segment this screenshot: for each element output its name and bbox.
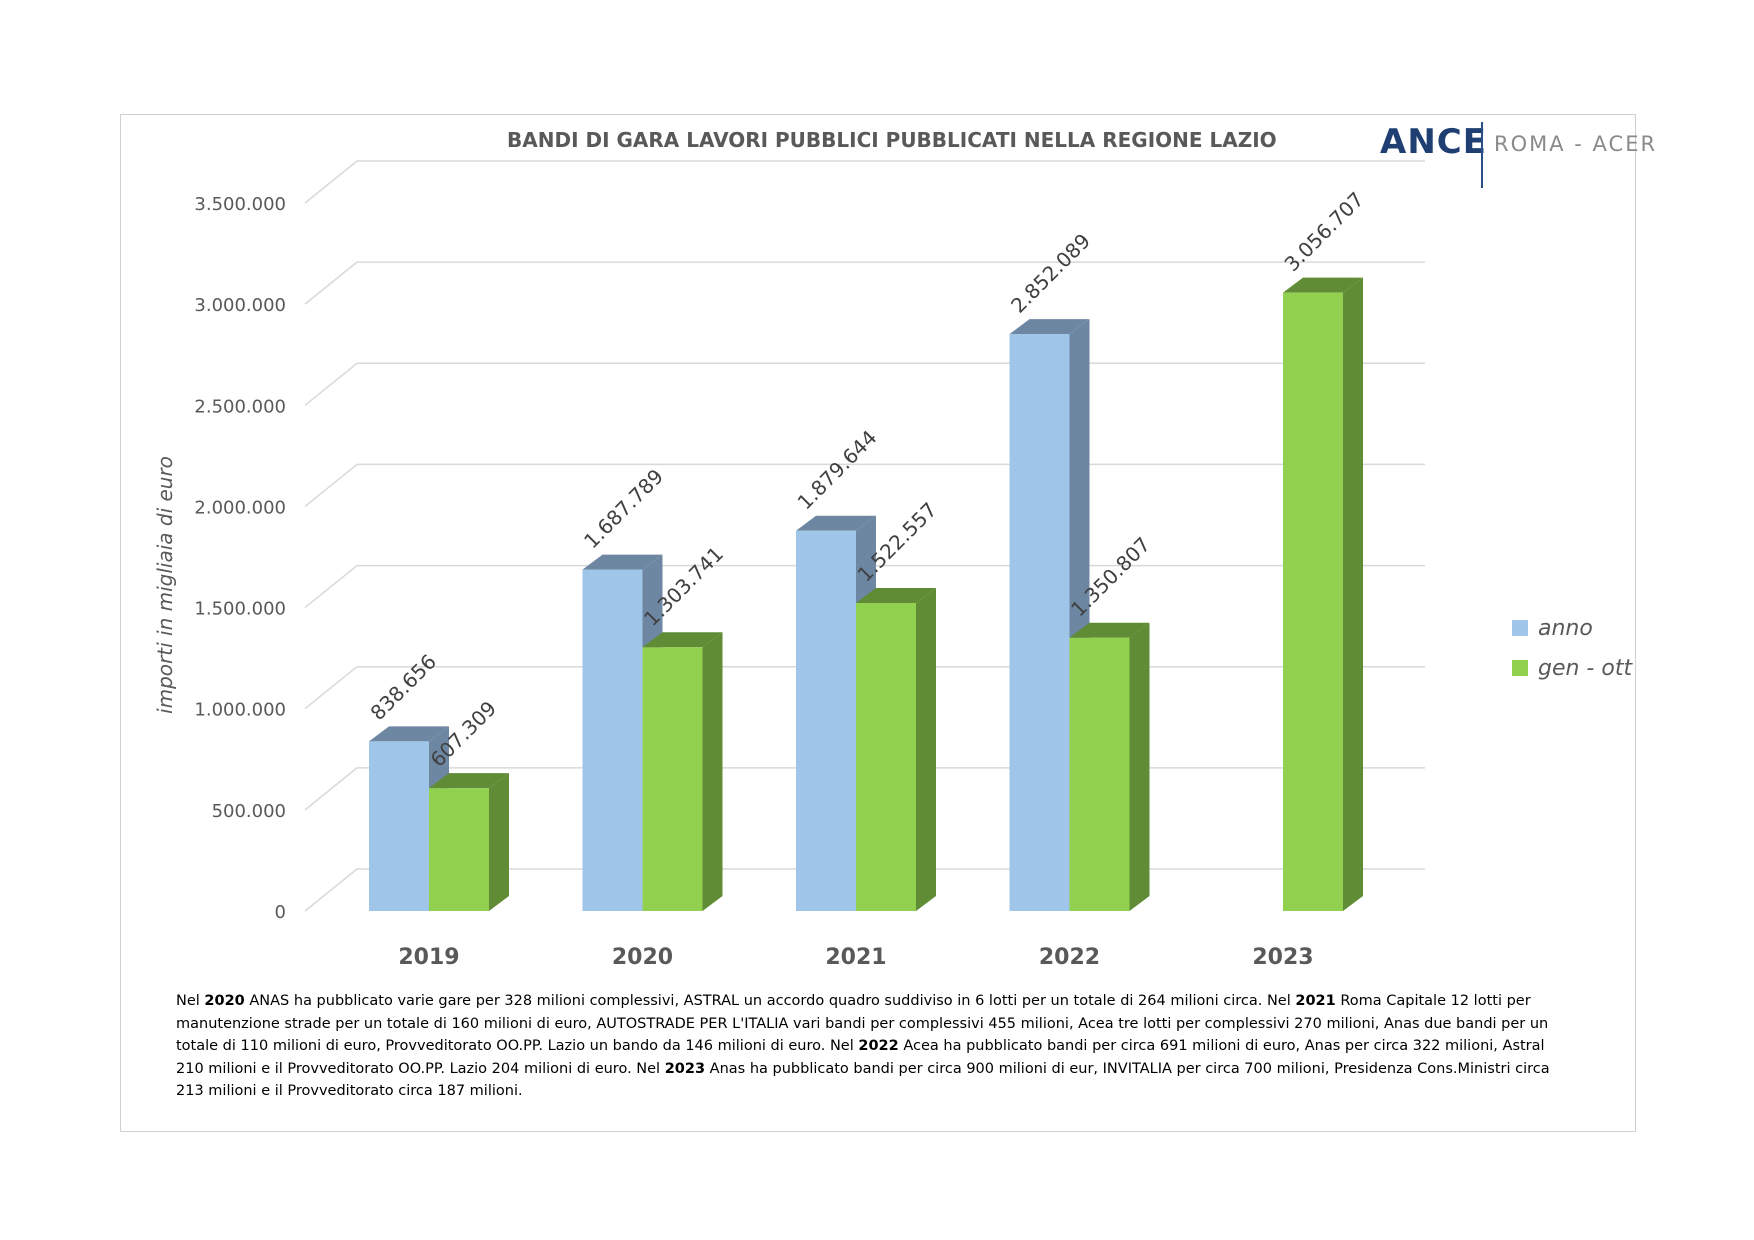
grid-line-depth <box>304 868 358 912</box>
bar-side <box>489 773 509 911</box>
logo-ance: ANCE <box>1380 122 1487 162</box>
bar-side <box>702 632 723 911</box>
footnote-year: 2022 <box>858 1038 899 1054</box>
data-label: 2.852.089 <box>1006 229 1095 318</box>
grid-line-depth <box>304 767 358 811</box>
x-tick-label: 2022 <box>1039 945 1100 970</box>
bar <box>1009 334 1070 912</box>
bar <box>369 741 429 911</box>
bar-top <box>429 773 509 789</box>
logo-separator <box>1481 122 1483 188</box>
bar <box>796 530 856 911</box>
legend-swatch-gen-ott <box>1512 660 1528 676</box>
footnote-year: 2020 <box>204 993 245 1009</box>
footnote-segment: Anas ha pubblicato bandi per circa 900 m… <box>176 1060 1550 1100</box>
bar-top <box>856 588 936 604</box>
bar <box>429 788 489 911</box>
y-tick-label: 2.000.000 <box>194 497 286 518</box>
bar-top <box>1009 319 1090 335</box>
grid-lines <box>304 160 1425 912</box>
grid-line-depth <box>304 463 358 508</box>
grid-line-depth <box>304 261 358 305</box>
grid-line-depth <box>304 160 358 204</box>
legend-swatch-anno <box>1512 620 1528 636</box>
bar-top <box>1069 622 1150 638</box>
data-label: 1.879.644 <box>793 425 882 514</box>
y-tick-label: 500.000 <box>212 801 286 822</box>
x-tick-labels: 2019 2020 2021 2022 2023 <box>398 945 1313 970</box>
bar-top <box>1283 277 1363 293</box>
x-tick-label: 2021 <box>825 945 886 970</box>
data-label: 838.656 <box>366 649 441 724</box>
footnote-year: 2021 <box>1295 993 1336 1009</box>
y-axis-label: importi in migliaia di euro <box>153 456 177 714</box>
footnote-segment: Roma Capitale 12 lotti per manutenzione … <box>176 993 1549 1054</box>
grid-line-depth <box>304 666 358 710</box>
footnote-segment: Acea ha pubblicato bandi per circa 691 m… <box>176 1038 1545 1077</box>
legend-item-anno: anno <box>1512 608 1632 648</box>
bar-top <box>642 632 723 648</box>
y-tick-labels: 0 500.000 1.000.000 1.500.000 2.000.000 2.500… <box>194 194 286 923</box>
footnote-year: 2023 <box>664 1060 706 1077</box>
y-tick-label: 1.000.000 <box>194 700 286 721</box>
bar-top <box>796 515 876 531</box>
bars <box>369 277 1363 912</box>
y-tick-label: 1.500.000 <box>194 599 286 620</box>
y-tick-label: 3.500.000 <box>194 194 286 215</box>
y-axis-label-wrap: importi in migliaia di euro <box>153 327 189 714</box>
grid-line-depth <box>304 362 358 406</box>
logo-subtitle: ROMA - ACER <box>1494 132 1658 156</box>
footnote-segment: ANAS ha pubblicato varie gare per 328 mi… <box>244 993 1296 1009</box>
grid-line-depth <box>304 564 358 609</box>
footnote-segment: Nel <box>176 993 205 1009</box>
x-tick-label: 2019 <box>398 945 459 970</box>
footnote-text: Nel 2020 ANAS ha pubblicato varie gare p… <box>176 990 1556 1103</box>
legend-label-anno: anno <box>1538 615 1593 641</box>
x-tick-label: 2020 <box>612 945 673 970</box>
bar <box>582 569 643 911</box>
bar <box>642 647 703 911</box>
legend-item-gen-ott: gen - ott <box>1512 648 1632 688</box>
bar <box>856 603 916 911</box>
chart-title: BANDI DI GARA LAVORI PUBBLICI PUBBLICATI… <box>507 128 1277 152</box>
bar-top <box>582 554 663 570</box>
bar-side <box>1129 622 1150 911</box>
bar-side <box>916 588 936 911</box>
data-label: 1.687.789 <box>579 464 668 553</box>
x-tick-label: 2023 <box>1252 945 1313 970</box>
bar <box>1069 637 1130 911</box>
bar-side <box>1343 277 1363 911</box>
y-tick-label: 0 <box>275 902 286 923</box>
y-tick-label: 3.000.000 <box>194 295 286 316</box>
y-tick-label: 2.500.000 <box>194 396 286 417</box>
bar-top <box>369 726 449 742</box>
legend: anno gen - ott <box>1512 608 1632 688</box>
bar <box>1283 292 1343 911</box>
legend-label-gen-ott: gen - ott <box>1538 655 1633 681</box>
